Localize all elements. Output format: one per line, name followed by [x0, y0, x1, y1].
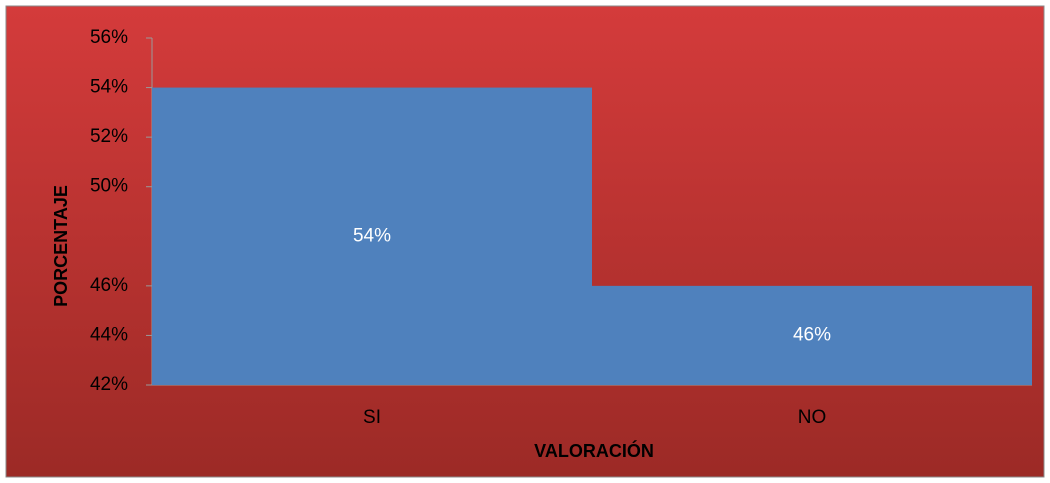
y-tick-label: 56% — [90, 27, 128, 48]
bar — [592, 285, 1032, 385]
y-tick-label: 42% — [90, 374, 128, 395]
data-label: 46% — [793, 324, 831, 345]
data-label: 54% — [353, 225, 391, 246]
y-tick-label: 46% — [90, 275, 128, 296]
y-tick-label: 52% — [90, 126, 128, 147]
x-tick-label: NO — [798, 407, 827, 428]
x-tick-label: SI — [363, 407, 381, 428]
y-tick-label: 44% — [90, 324, 128, 345]
bar — [152, 87, 592, 386]
y-tick-label: 50% — [90, 176, 128, 197]
y-axis-title: PORCENTAJE — [51, 185, 71, 307]
x-axis-title: VALORACIÓN — [534, 440, 654, 461]
y-tick-label: 54% — [90, 77, 128, 98]
